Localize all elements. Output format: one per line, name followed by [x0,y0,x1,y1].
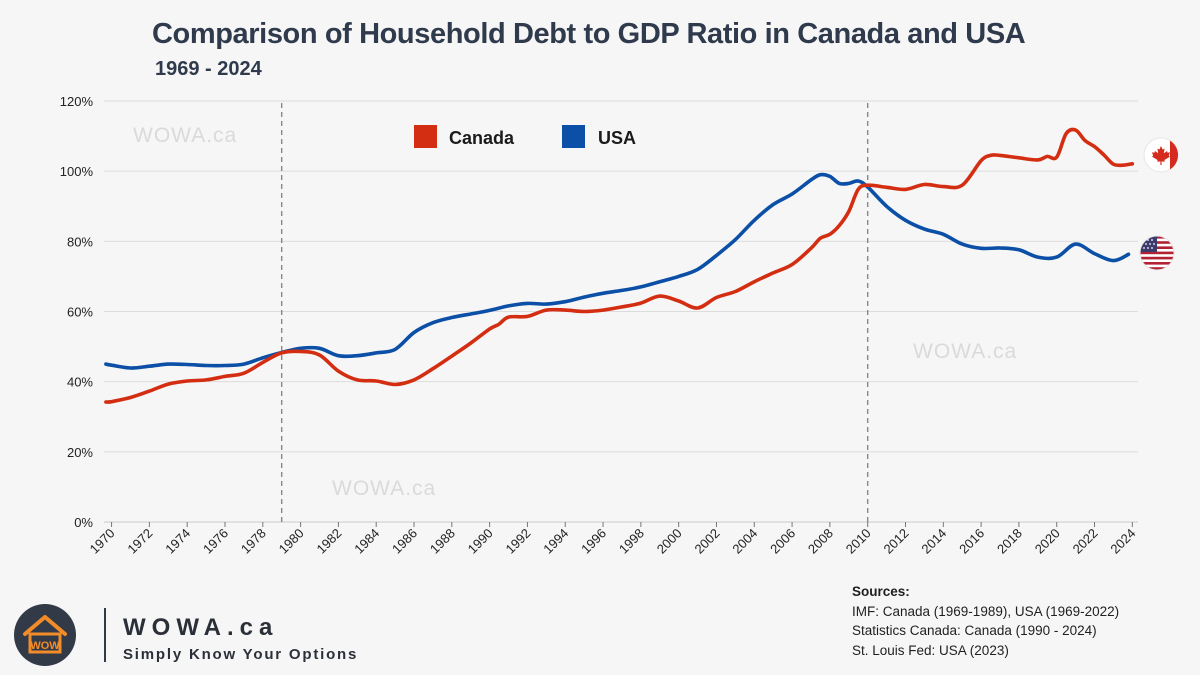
x-tick-label: 1998 [616,526,647,557]
series-line-usa [104,172,1131,370]
y-tick-label: 100% [60,164,94,179]
x-tick-label: 2000 [654,526,685,557]
legend-label-canada: Canada [449,128,515,148]
x-tick-label: 1990 [465,526,496,557]
series-line-canada [104,127,1135,404]
x-tick-label: 1988 [427,526,458,557]
brand-footer: WOW WOWA.ca Simply Know Your Options [14,604,394,666]
x-tick-label: 2014 [918,526,949,557]
watermarks: WOWA.ca WOWA.ca WOWA.ca [133,124,1017,500]
x-tick-label: 1980 [276,526,307,557]
y-tick-label: 0% [74,515,93,530]
legend-swatch-usa [562,125,585,148]
canada-flag-icon [1143,137,1179,173]
x-tick-label: 2006 [767,526,798,557]
x-tick-label: 1976 [200,526,231,557]
y-tick-label: 60% [67,305,93,320]
x-tick-label: 2002 [692,526,723,557]
y-tick-label: 80% [67,234,93,249]
y-tick-label: 120% [60,94,94,109]
source-line: Statistics Canada: Canada (1990 - 2024) [852,623,1097,638]
chart: WOWA.ca WOWA.ca WOWA.ca 0% 20% 40% 60% 80% 10… [60,94,1179,557]
x-tick-label: 2024 [1107,526,1138,557]
brand-name: WOWA.ca [123,614,279,641]
chart-title: Comparison of Household Debt to GDP Rati… [152,18,1026,50]
x-tick-label: 2004 [729,526,760,557]
watermark-text: WOWA.ca [332,477,436,500]
x-tick-label: 2010 [843,526,874,557]
wowa-logo: WOW [14,604,76,666]
x-tick-label: 2008 [805,526,836,557]
x-tick-label: 1982 [313,526,344,557]
x-tick-label: 1986 [389,526,420,557]
series-lines [104,127,1135,404]
x-tick-label: 1984 [351,526,382,557]
x-tick-label: 2012 [881,526,912,557]
x-tick-label: 1970 [87,526,118,557]
logo-text: WOW [30,640,60,652]
watermark-text: WOWA.ca [913,340,1017,363]
legend: Canada USA [414,125,636,148]
x-tick-label: 1974 [162,526,193,557]
x-tick-label: 1972 [124,526,155,557]
x-tick-label: 1994 [540,526,571,557]
y-tick-label: 40% [67,375,93,390]
sources-block: Sources: IMF: Canada (1969-1989), USA (1… [852,582,1119,660]
x-tick-label: 1992 [502,526,533,557]
x-tick-label: 2020 [1032,526,1063,557]
x-tick-label: 1978 [238,526,269,557]
x-tick-label: 1996 [578,526,609,557]
axes: 0%20%40%60%80%100%120%1970 1972 1974 1976 19… [60,94,1139,557]
chart-subtitle: 1969 - 2024 [155,58,262,80]
x-tick-label: 2016 [956,526,987,557]
source-line: IMF: Canada (1969-1989), USA (1969-2022) [852,603,1120,619]
x-tick-label: 2022 [1070,526,1101,557]
x-tick-label: 2018 [994,526,1025,557]
source-line: St. Louis Fed: USA (2023) [852,642,1009,658]
house-icon: WOW [23,615,67,654]
usa-flag-icon [1139,235,1175,271]
brand-tagline: Simply Know Your Options [123,646,359,663]
reference-lines [280,103,869,522]
brand-divider [104,608,106,662]
watermark-text: WOWA.ca [133,124,237,147]
legend-swatch-canada [414,125,437,148]
grid-lines [104,100,1138,523]
sources-heading: Sources: [852,584,910,599]
legend-label-usa: USA [598,128,636,148]
y-tick-label: 20% [67,445,93,460]
